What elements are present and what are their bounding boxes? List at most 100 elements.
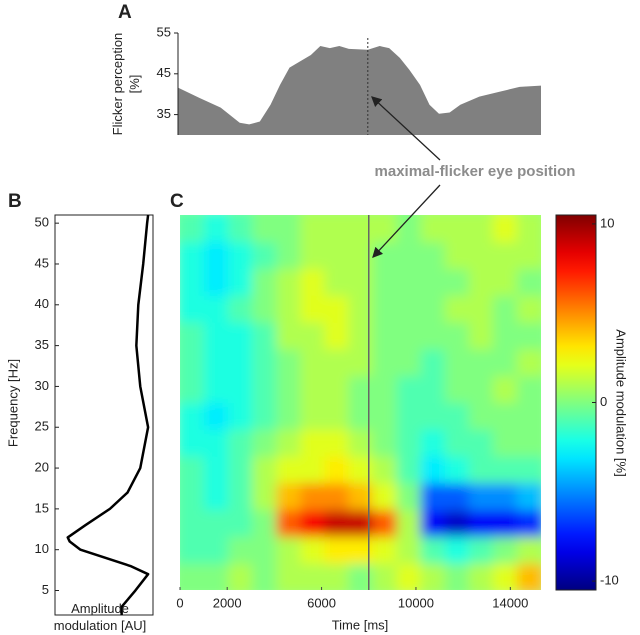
heatmap-cell — [204, 456, 229, 484]
heatmap-cell — [252, 482, 277, 511]
heatmap-cell — [324, 241, 349, 270]
y-tick-label: 20 — [35, 459, 49, 474]
heatmap-cell — [228, 241, 253, 270]
heatmap-cell — [252, 348, 277, 377]
heatmap-cell — [492, 563, 518, 590]
heatmap-cell — [396, 456, 422, 484]
heatmap-cell — [516, 215, 541, 243]
colorbar-label: Amplitude modulation [%] — [614, 329, 629, 476]
heatmap-cell — [204, 215, 229, 243]
heatmap-cell — [396, 429, 422, 457]
heatmap-cell — [228, 536, 253, 564]
heatmap-cell — [180, 295, 205, 323]
x-tick-label: 10000 — [398, 595, 434, 610]
heatmap-cell — [492, 402, 518, 430]
y-tick-label: 35 — [157, 106, 171, 121]
heatmap-cell — [444, 429, 470, 457]
heatmap-cell — [420, 536, 446, 564]
heatmap-cell — [444, 322, 470, 350]
heatmap-cell — [420, 268, 446, 296]
y-tick-label: 50 — [35, 215, 49, 230]
heatmap-cell — [444, 456, 470, 484]
heatmap-cell — [492, 509, 518, 537]
heatmap-cell — [228, 375, 253, 403]
heatmap-cell — [324, 348, 349, 377]
heatmap-cell — [492, 295, 518, 323]
heatmap-cell — [324, 268, 349, 296]
heatmap-cell — [276, 402, 301, 430]
heatmap-cell — [468, 295, 494, 323]
heatmap-cell — [492, 348, 518, 377]
heatmap-cell — [324, 482, 349, 511]
heatmap-cell — [276, 215, 301, 243]
y-axis-label: Flicker perception [%] — [110, 32, 142, 136]
heatmap-cell — [516, 482, 541, 511]
arrow — [371, 96, 441, 161]
heatmap-cell — [372, 482, 398, 511]
heatmap-cell — [204, 402, 229, 430]
heatmap-cell — [228, 402, 253, 430]
heatmap-cell — [444, 509, 470, 537]
colorbar-tick-label: -10 — [600, 573, 619, 588]
x-tick-label: 0 — [176, 595, 183, 610]
heatmap-cell — [444, 482, 470, 511]
heatmap-cell — [444, 215, 470, 243]
heatmap-cell — [492, 536, 518, 564]
heatmap-cell — [252, 268, 277, 296]
heatmap-cell — [228, 509, 253, 537]
heatmap-cell — [420, 241, 446, 270]
heatmap-cell — [228, 456, 253, 484]
heatmap-cell — [204, 322, 229, 350]
heatmap-cell — [420, 563, 446, 590]
heatmap-cell — [324, 456, 349, 484]
y-tick-label: 40 — [35, 296, 49, 311]
heatmap-cell — [420, 348, 446, 377]
heatmap-cell — [372, 536, 398, 564]
heatmap-cell — [300, 456, 325, 484]
heatmap-cell — [516, 509, 541, 537]
heatmap-cell — [180, 268, 205, 296]
heatmap-cell — [492, 429, 518, 457]
heatmap-cell — [204, 375, 229, 403]
y-tick-label: 45 — [35, 255, 49, 270]
y-tick-label: 35 — [35, 337, 49, 352]
heatmap-cell — [516, 563, 541, 590]
heatmap-cell — [468, 402, 494, 430]
line — [66, 214, 150, 615]
heatmap-cell — [444, 295, 470, 323]
colorbar — [555, 214, 597, 591]
heatmap-cell — [204, 429, 229, 457]
heatmap-cell — [324, 536, 349, 564]
heatmap-cell — [396, 402, 422, 430]
heatmap-cell — [300, 241, 325, 270]
heatmap-cell — [204, 348, 229, 377]
heatmap-cell — [468, 215, 494, 243]
heatmap-cell — [420, 215, 446, 243]
heatmap-cell — [300, 215, 325, 243]
heatmap-cell — [468, 241, 494, 270]
heatmap-cell — [252, 563, 277, 590]
heatmap-cell — [180, 241, 205, 270]
heatmap-cell — [372, 509, 398, 537]
heatmap-cell — [468, 509, 494, 537]
heatmap-cell — [180, 429, 205, 457]
heatmap-cell — [372, 402, 398, 430]
heatmap-cell — [180, 536, 205, 564]
heatmap-cell — [180, 322, 205, 350]
heatmap-cell — [468, 456, 494, 484]
heatmap-cell — [228, 429, 253, 457]
heatmap-cell — [204, 536, 229, 564]
heatmap-cell — [396, 348, 422, 377]
heatmap-cell — [468, 482, 494, 511]
heatmap-cell — [180, 348, 205, 377]
heatmap-cell — [396, 536, 422, 564]
y-tick-label: 45 — [157, 65, 171, 80]
heatmap-cell — [324, 429, 349, 457]
heatmap-cell — [276, 482, 301, 511]
x-tick-label: 14000 — [492, 595, 528, 610]
heatmap-cell — [396, 322, 422, 350]
heatmap-cell — [324, 509, 349, 537]
heatmap-cell — [252, 429, 277, 457]
panel-letter: B — [8, 191, 22, 212]
